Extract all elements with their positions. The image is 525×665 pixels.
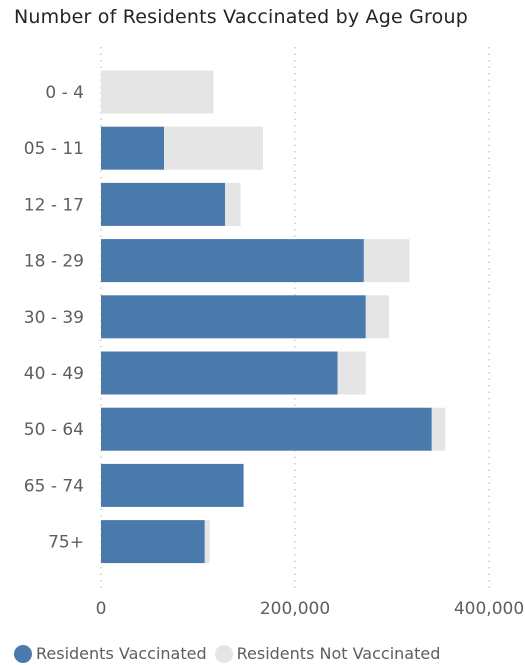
bar-residents-vaccinated-65-74[interactable] <box>101 463 244 507</box>
bar-residents-not-vaccinated-75[interactable] <box>204 520 210 564</box>
bar-residents-vaccinated-12-17[interactable] <box>101 182 226 226</box>
bar-residents-not-vaccinated-0-4[interactable] <box>101 70 214 114</box>
bar-residents-vaccinated-50-64[interactable] <box>101 407 432 451</box>
legend-label-vaccinated: Residents Vaccinated <box>36 644 207 663</box>
bar-residents-not-vaccinated-50-64[interactable] <box>431 407 446 451</box>
category-label-40-49: 40 - 49 <box>24 364 84 384</box>
bar-residents-not-vaccinated-12-17[interactable] <box>225 182 241 226</box>
chart-title: Number of Residents Vaccinated by Age Gr… <box>14 6 468 28</box>
legend-swatch-vaccinated <box>14 644 32 663</box>
legend-item-not-vaccinated[interactable]: Residents Not Vaccinated <box>214 644 441 663</box>
legend-label-not-vaccinated: Residents Not Vaccinated <box>236 644 441 663</box>
bar-chart: 0 - 4 05 - 11 12 - 17 18 - 29 30 - 39 40 - 49… <box>24 47 525 619</box>
category-axis: 0 - 4 05 - 11 12 - 17 18 - 29 30 - 39 40 - 49… <box>24 83 84 553</box>
category-label-75: 75+ <box>48 533 84 553</box>
category-label-12-17: 12 - 17 <box>24 195 84 215</box>
category-label-65-74: 65 - 74 <box>24 476 84 496</box>
legend-swatch-not-vaccinated <box>214 644 233 663</box>
bar-residents-not-vaccinated-40-49[interactable] <box>337 351 366 395</box>
category-label-50-64: 50 - 64 <box>24 420 84 440</box>
x-tick-label-2: 400,000 <box>454 599 524 619</box>
x-tick-label-1: 200,000 <box>260 599 330 619</box>
bar-residents-vaccinated-75[interactable] <box>101 520 205 564</box>
category-label-05-11: 05 - 11 <box>24 139 84 159</box>
category-label-30-39: 30 - 39 <box>24 308 84 328</box>
category-label-0-4: 0 - 4 <box>45 83 84 103</box>
value-axis: 0 200,000 400,000 <box>96 599 525 619</box>
category-label-18-29: 18 - 29 <box>24 252 84 272</box>
bar-residents-vaccinated-05-11[interactable] <box>101 126 165 170</box>
bar-residents-not-vaccinated-30-39[interactable] <box>365 295 390 339</box>
bar-residents-vaccinated-30-39[interactable] <box>101 295 366 339</box>
bar-residents-vaccinated-18-29[interactable] <box>101 239 364 283</box>
legend: Residents Vaccinated Residents Not Vacci… <box>14 644 448 663</box>
bar-residents-vaccinated-40-49[interactable] <box>101 351 338 395</box>
x-tick-label-0: 0 <box>96 599 107 619</box>
legend-item-vaccinated[interactable]: Residents Vaccinated <box>14 644 207 663</box>
bars <box>101 70 446 564</box>
bar-residents-not-vaccinated-18-29[interactable] <box>363 239 410 283</box>
bar-residents-not-vaccinated-05-11[interactable] <box>164 126 263 170</box>
